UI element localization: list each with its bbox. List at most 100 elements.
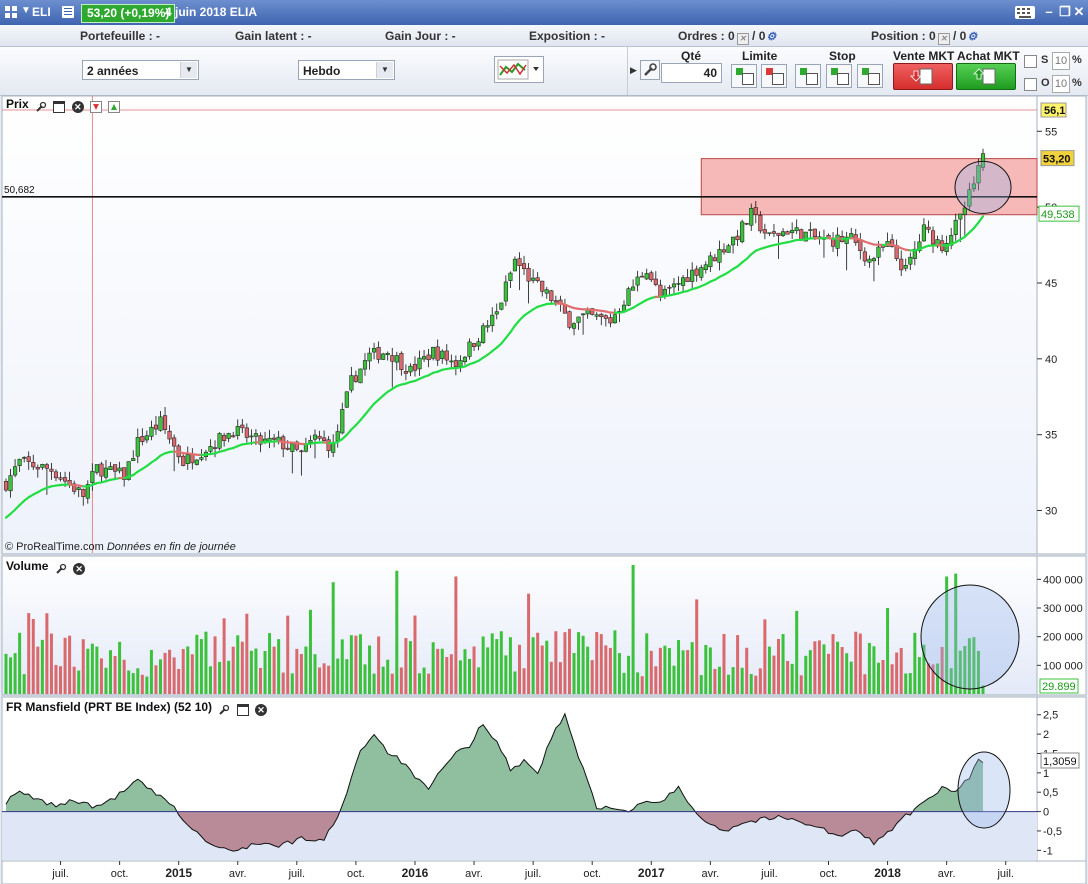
volume-bar <box>963 645 967 694</box>
wrench-icon[interactable] <box>55 563 67 575</box>
candle <box>531 277 536 281</box>
limit-sell-button[interactable] <box>761 64 787 88</box>
volume-bar <box>922 644 926 694</box>
candle <box>871 258 876 262</box>
close-icon[interactable]: ✕ <box>73 562 86 575</box>
stop-limit-button[interactable] <box>857 64 883 88</box>
date-instrument-label: 4 juin 2018 ELIA <box>165 5 258 19</box>
candle <box>440 350 445 360</box>
interval-select[interactable]: Hebdo ▼ <box>298 60 395 80</box>
volume-bar <box>231 646 235 694</box>
indicators-button[interactable] <box>494 56 544 83</box>
price-tick-label: 30 <box>1045 506 1057 518</box>
o-checkbox[interactable] <box>1024 78 1037 91</box>
title-bar: ▼ ELI 53,20 (+0,19%) 4 juin 2018 ELIA – … <box>0 0 1088 25</box>
qty-label: Qté <box>681 49 702 63</box>
grid-menu-icon[interactable] <box>5 6 17 18</box>
close-icon[interactable]: ✕ <box>255 703 268 716</box>
volume-bar <box>154 665 158 694</box>
candle <box>803 231 808 242</box>
volume-bar <box>72 666 76 694</box>
play-icon[interactable]: ▶ <box>630 65 637 75</box>
volume-bar <box>481 636 485 694</box>
candle <box>653 278 658 285</box>
close-icon[interactable]: ✕ <box>71 100 84 113</box>
volume-bar <box>840 647 844 694</box>
last-price-tag <box>1040 150 1075 167</box>
wrench-icon[interactable] <box>218 704 230 716</box>
move-down-icon[interactable] <box>90 100 103 113</box>
volume-bar <box>463 649 467 694</box>
wrench-icon[interactable] <box>35 101 47 113</box>
move-up-icon[interactable] <box>108 100 121 113</box>
candle <box>858 240 863 252</box>
candle <box>690 269 695 282</box>
sell-market-label: Vente MKT <box>893 49 955 63</box>
symbol-label[interactable]: ELI <box>32 5 51 19</box>
limit-buy-button[interactable] <box>731 64 757 88</box>
volume-bar <box>876 662 880 694</box>
close-button[interactable]: ✕ <box>1073 4 1085 19</box>
s-checkbox[interactable] <box>1024 55 1037 68</box>
candle <box>403 370 408 374</box>
candle <box>467 341 472 357</box>
candle <box>13 466 18 476</box>
volume-axis <box>1036 555 1087 696</box>
restore-button[interactable]: ❐ <box>1059 4 1071 19</box>
maximize-icon[interactable] <box>236 703 249 716</box>
volume-bar <box>881 659 885 694</box>
candle <box>76 487 81 490</box>
sell-market-button[interactable] <box>893 63 953 90</box>
volume-panel-title: Volume ✕ <box>6 559 86 575</box>
price-tick-label: 40 <box>1045 354 1057 366</box>
price-title-text: Prix <box>6 97 29 111</box>
stop-buy-button[interactable] <box>795 64 821 88</box>
keyboard-icon[interactable] <box>1015 6 1035 19</box>
volume-bar <box>227 660 231 694</box>
volume-bar <box>340 639 344 694</box>
volume-bar <box>813 641 817 694</box>
rs-tick-label: -0,5 <box>1043 826 1062 838</box>
volume-highlight-circle <box>920 584 1020 690</box>
qty-input[interactable]: 40 <box>661 63 722 83</box>
volume-bar <box>699 675 703 694</box>
gear-icon[interactable]: ⚙ <box>766 31 777 43</box>
minimize-button[interactable]: – <box>1045 4 1053 19</box>
s-percent-input[interactable]: 10 <box>1052 52 1070 70</box>
gear-icon[interactable]: ⚙ <box>967 31 978 43</box>
candle <box>967 189 972 207</box>
order-box-icon[interactable]: ✕ <box>736 33 749 45</box>
volume-bar <box>36 646 40 694</box>
position-box-icon[interactable]: ✕ <box>937 33 950 45</box>
candle <box>372 348 377 353</box>
time-tick-label: oct. <box>820 868 838 880</box>
chevron-down-icon[interactable]: ▼ <box>21 5 31 16</box>
s-checkbox-label: S <box>1041 54 1049 66</box>
volume-bar <box>913 632 917 694</box>
volume-bar <box>9 657 13 694</box>
candle <box>81 488 86 497</box>
volume-bar <box>536 632 540 694</box>
volume-bar <box>531 637 535 694</box>
o-percent-input[interactable]: 10 <box>1052 75 1070 93</box>
maximize-icon[interactable] <box>53 100 66 113</box>
portfolio-label: Portefeuille : - <box>80 29 161 43</box>
buy-market-button[interactable] <box>956 63 1016 90</box>
stop-sell-button[interactable] <box>826 64 852 88</box>
rs-negative-area <box>176 811 913 852</box>
list-icon[interactable] <box>62 6 74 18</box>
candle <box>226 433 231 439</box>
volume-bar <box>458 660 462 694</box>
resistance-zone <box>700 158 1038 216</box>
volume-bar <box>136 668 140 694</box>
wrench-button[interactable] <box>640 60 660 80</box>
volume-bar <box>736 635 740 694</box>
volume-bar <box>13 653 17 694</box>
candle <box>117 467 122 472</box>
candle <box>635 276 640 286</box>
volume-bar <box>40 639 44 694</box>
volume-bar <box>408 641 412 694</box>
candle <box>699 267 704 278</box>
period-select[interactable]: 2 années ▼ <box>82 60 199 80</box>
